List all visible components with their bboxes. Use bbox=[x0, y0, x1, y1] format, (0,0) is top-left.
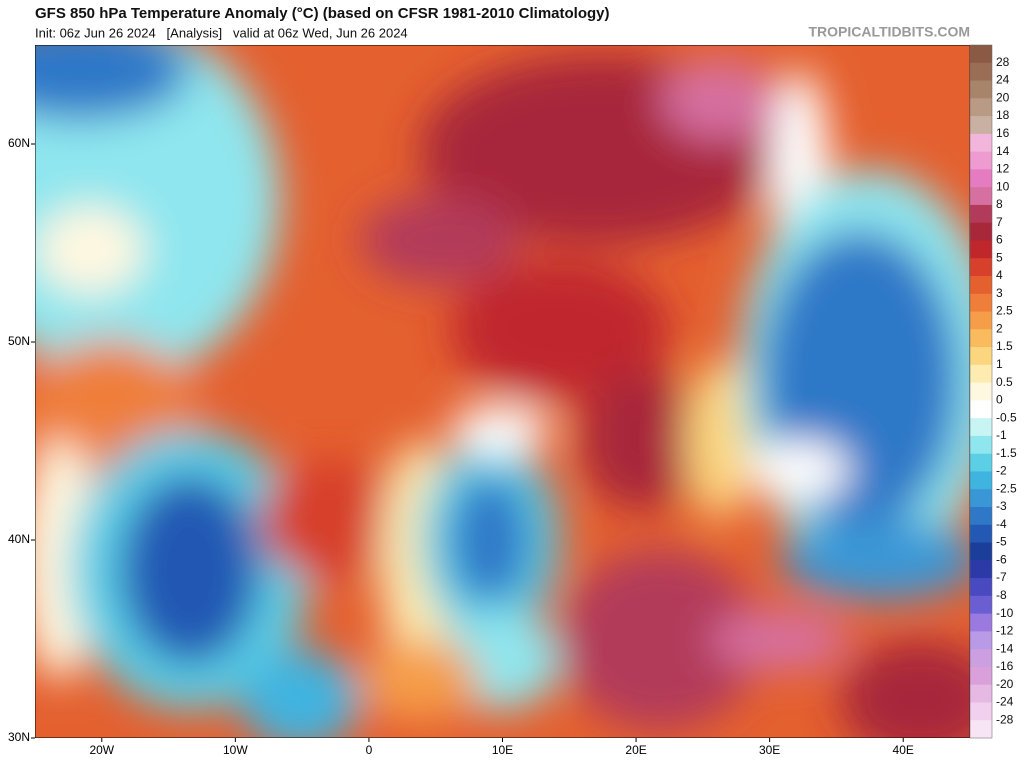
colorbar-label: -1.5 bbox=[996, 446, 1017, 460]
colorbar-segment bbox=[970, 364, 992, 384]
colorbar-label: 20 bbox=[996, 90, 1010, 104]
colorbar-label: 7 bbox=[996, 215, 1003, 229]
colorbar-label: -5 bbox=[996, 535, 1007, 549]
colorbar-label: -3 bbox=[996, 499, 1007, 513]
colorbar-segment bbox=[970, 45, 992, 64]
colorbar-label: 4 bbox=[996, 268, 1003, 282]
colorbar-segment bbox=[970, 347, 992, 366]
colorbar-label: -1 bbox=[996, 428, 1007, 442]
watermark: TROPICALTIDBITS.COM bbox=[808, 24, 970, 40]
colorbar-segment bbox=[970, 524, 992, 544]
colorbar-segment bbox=[970, 116, 992, 135]
colorbar-label: 0.5 bbox=[996, 375, 1013, 389]
colorbar-segment bbox=[970, 613, 992, 632]
colorbar-label: 2.5 bbox=[996, 304, 1013, 318]
colorbar-segment bbox=[970, 311, 992, 330]
colorbar-label: -2.5 bbox=[996, 481, 1017, 495]
colorbar-label: 14 bbox=[996, 144, 1010, 158]
colorbar-segment bbox=[970, 418, 992, 437]
x-tick-label: 10E bbox=[492, 743, 513, 757]
colorbar-segment bbox=[970, 542, 992, 561]
colorbar-segment bbox=[970, 435, 992, 455]
colorbar-segment bbox=[970, 382, 992, 401]
colorbar-label: 28 bbox=[996, 55, 1010, 69]
colorbar-label: -2 bbox=[996, 464, 1007, 478]
anomaly-field bbox=[35, 45, 970, 738]
colorbar-segment bbox=[970, 329, 992, 348]
y-tick-label: 60N bbox=[8, 136, 30, 150]
y-tick-label: 40N bbox=[8, 532, 30, 546]
colorbar-segment bbox=[970, 560, 992, 579]
colorbar-label: -12 bbox=[996, 624, 1014, 638]
colorbar-label: -10 bbox=[996, 606, 1014, 620]
colorbar-segment bbox=[970, 595, 992, 615]
colorbar-segment bbox=[970, 222, 992, 241]
x-tick-label: 20E bbox=[625, 743, 646, 757]
colorbar-segment bbox=[970, 489, 992, 508]
colorbar-label: -20 bbox=[996, 677, 1014, 691]
colorbar-label: -0.5 bbox=[996, 410, 1017, 424]
colorbar-label: 3 bbox=[996, 286, 1003, 300]
colorbar-label: 16 bbox=[996, 126, 1010, 140]
colorbar-segment bbox=[970, 151, 992, 170]
colorbar-segment bbox=[970, 453, 992, 472]
x-tick-label: 40E bbox=[893, 743, 914, 757]
colorbar-segment bbox=[970, 649, 992, 668]
colorbar-label: 6 bbox=[996, 233, 1003, 247]
colorbar-segment bbox=[970, 293, 992, 313]
colorbar-segment bbox=[970, 684, 992, 703]
colorbar-label: -8 bbox=[996, 588, 1007, 602]
colorbar-segment bbox=[970, 258, 992, 277]
colorbar-label: -28 bbox=[996, 712, 1014, 726]
colorbar-segment bbox=[970, 98, 992, 117]
colorbar-segment bbox=[970, 578, 992, 597]
title: GFS 850 hPa Temperature Anomaly (°C) (ba… bbox=[35, 5, 609, 22]
x-tick-label: 20W bbox=[89, 743, 114, 757]
colorbar-label: -7 bbox=[996, 570, 1007, 584]
colorbar-label: 8 bbox=[996, 197, 1003, 211]
colorbar-label: 1 bbox=[996, 357, 1003, 371]
colorbar-frame bbox=[969, 44, 993, 739]
colorbar-segment bbox=[970, 507, 992, 526]
y-tick-label: 50N bbox=[8, 334, 30, 348]
colorbar-label: -6 bbox=[996, 552, 1007, 566]
colorbar-label: -24 bbox=[996, 695, 1014, 709]
colorbar-label: -4 bbox=[996, 517, 1007, 531]
colorbar-segment bbox=[970, 400, 992, 419]
colorbar-segment bbox=[970, 240, 992, 259]
colorbar-segment bbox=[970, 187, 992, 206]
colorbar-label: 18 bbox=[996, 108, 1010, 122]
x-tick-label: 0 bbox=[366, 743, 373, 757]
colorbar-segment bbox=[970, 204, 992, 224]
colorbar-segment bbox=[970, 133, 992, 153]
subtitle: Init: 06z Jun 26 2024 [Analysis] valid a… bbox=[35, 25, 408, 40]
colorbar-segment bbox=[970, 169, 992, 188]
colorbar-label: -14 bbox=[996, 641, 1014, 655]
colorbar-segment bbox=[970, 62, 992, 82]
colorbar-segment bbox=[970, 666, 992, 686]
colorbar-segment bbox=[970, 720, 992, 739]
colorbar-segment bbox=[970, 471, 992, 490]
x-tick-label: 30E bbox=[759, 743, 780, 757]
colorbar-label: 5 bbox=[996, 250, 1003, 264]
colorbar-segment bbox=[970, 276, 992, 295]
colorbar-label: 0 bbox=[996, 393, 1003, 407]
colorbar-label: 24 bbox=[996, 73, 1010, 87]
colorbar-label: 12 bbox=[996, 162, 1010, 176]
colorbar-segment bbox=[970, 631, 992, 650]
x-tick-label: 10W bbox=[223, 743, 248, 757]
colorbar-label: 2 bbox=[996, 321, 1003, 335]
colorbar-segment bbox=[970, 702, 992, 721]
colorbar-label: 10 bbox=[996, 179, 1010, 193]
colorbar-label: 1.5 bbox=[996, 339, 1013, 353]
colorbar-label: -16 bbox=[996, 659, 1014, 673]
y-tick-label: 30N bbox=[8, 730, 30, 744]
colorbar-segment bbox=[970, 80, 992, 99]
